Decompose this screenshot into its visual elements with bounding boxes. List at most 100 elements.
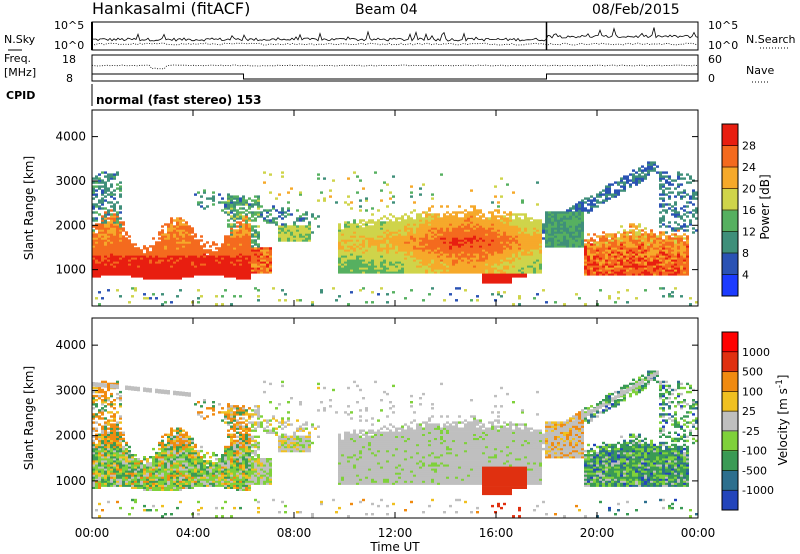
power-cell bbox=[614, 235, 617, 238]
power-cell bbox=[257, 299, 260, 302]
power-cell bbox=[635, 265, 638, 268]
power-cell bbox=[512, 225, 515, 228]
power-cell bbox=[653, 253, 656, 256]
power-cell bbox=[341, 261, 344, 264]
power-cell bbox=[437, 237, 440, 240]
power-cell bbox=[170, 239, 173, 242]
power-cell bbox=[500, 257, 503, 260]
power-cell bbox=[461, 247, 464, 250]
power-cell bbox=[242, 219, 245, 222]
power-cell bbox=[266, 211, 269, 214]
power-cell bbox=[113, 213, 116, 216]
power-cell bbox=[422, 219, 425, 222]
power-cell bbox=[101, 257, 104, 260]
power-cell bbox=[443, 259, 446, 262]
power-cell bbox=[104, 217, 107, 220]
power-cell bbox=[503, 269, 506, 272]
power-cell bbox=[179, 253, 182, 256]
power-cell bbox=[506, 257, 509, 260]
power-cell bbox=[629, 239, 632, 242]
power-cell bbox=[212, 253, 215, 256]
power-cell bbox=[245, 237, 248, 240]
power-cell bbox=[527, 219, 530, 222]
power-cell bbox=[377, 231, 380, 234]
power-cell bbox=[530, 265, 533, 268]
power-cell bbox=[143, 265, 146, 268]
power-cell bbox=[140, 251, 143, 254]
power-cell bbox=[638, 251, 641, 254]
power-cell bbox=[119, 233, 122, 236]
power-cell bbox=[611, 195, 614, 198]
power-cell bbox=[590, 205, 593, 208]
power-cell bbox=[113, 231, 116, 234]
power-cell bbox=[254, 201, 257, 204]
power-cell bbox=[98, 235, 101, 238]
power-cell bbox=[653, 167, 656, 170]
power-cell bbox=[491, 219, 494, 222]
power-cell bbox=[209, 267, 212, 270]
power-cell bbox=[113, 173, 116, 176]
power-cell bbox=[545, 219, 548, 222]
power-cell bbox=[644, 257, 647, 260]
power-cell bbox=[254, 211, 257, 214]
power-cell bbox=[380, 237, 383, 240]
power-cell bbox=[617, 263, 620, 266]
power-cell bbox=[497, 267, 500, 270]
power-cell bbox=[188, 247, 191, 250]
power-cell bbox=[500, 259, 503, 262]
power-cell bbox=[449, 219, 452, 222]
power-cell bbox=[245, 245, 248, 248]
power-cell bbox=[581, 221, 584, 224]
power-cell bbox=[446, 233, 449, 236]
power-cell bbox=[572, 245, 575, 248]
power-cell bbox=[479, 215, 482, 218]
power-cell bbox=[134, 267, 137, 270]
power-cell bbox=[662, 185, 665, 188]
power-cell bbox=[599, 191, 602, 194]
power-cell bbox=[581, 225, 584, 228]
power-cell bbox=[107, 227, 110, 230]
power-cell bbox=[146, 275, 149, 278]
power-cell bbox=[500, 195, 503, 198]
power-cell bbox=[362, 249, 365, 252]
power-cell bbox=[590, 267, 593, 270]
power-cell bbox=[545, 245, 548, 248]
power-cell bbox=[338, 229, 341, 232]
power-cell bbox=[227, 203, 230, 206]
power-cell bbox=[521, 253, 524, 256]
power-cell bbox=[440, 217, 443, 220]
power-cell bbox=[125, 249, 128, 252]
power-cell bbox=[107, 241, 110, 244]
power-cell bbox=[164, 253, 167, 256]
power-cell bbox=[92, 185, 95, 188]
power-cell bbox=[173, 243, 176, 246]
power-cell bbox=[500, 251, 503, 254]
power-cell bbox=[563, 235, 566, 238]
power-cell bbox=[227, 273, 230, 276]
power-cell bbox=[464, 223, 467, 226]
power-cell bbox=[401, 243, 404, 246]
power-cell bbox=[497, 275, 500, 278]
power-cell bbox=[344, 241, 347, 244]
power-cell bbox=[563, 215, 566, 218]
power-cell bbox=[173, 271, 176, 274]
power-cell bbox=[239, 257, 242, 260]
power-cell bbox=[638, 241, 641, 244]
power-cell bbox=[233, 209, 236, 212]
power-cell bbox=[179, 233, 182, 236]
power-cell bbox=[380, 257, 383, 260]
power-cell bbox=[635, 231, 638, 234]
power-cell bbox=[491, 229, 494, 232]
power-cell bbox=[110, 235, 113, 238]
power-cell bbox=[452, 219, 455, 222]
power-cell bbox=[338, 251, 341, 254]
power-cell bbox=[353, 261, 356, 264]
power-cell bbox=[662, 171, 665, 174]
power-cell bbox=[629, 265, 632, 268]
power-cell bbox=[527, 229, 530, 232]
power-cell bbox=[524, 233, 527, 236]
power-cell bbox=[362, 229, 365, 232]
power-cell bbox=[413, 239, 416, 242]
power-cell bbox=[110, 213, 113, 216]
power-cell bbox=[161, 239, 164, 242]
